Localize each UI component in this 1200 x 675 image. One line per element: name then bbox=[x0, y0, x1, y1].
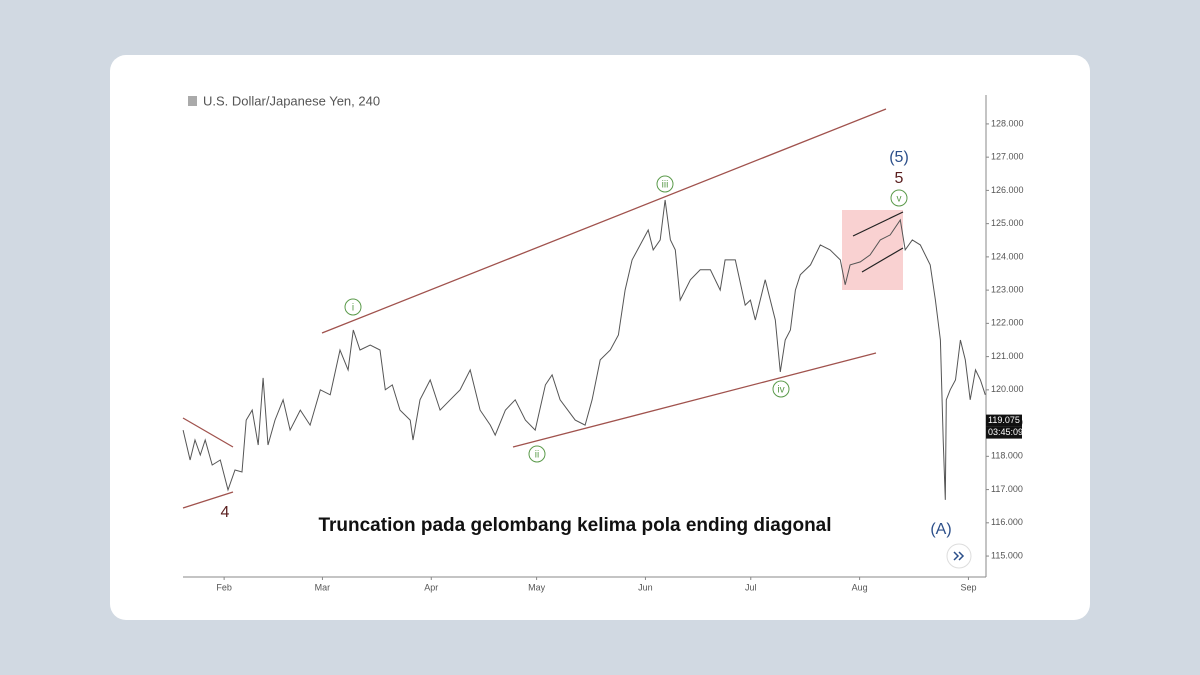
y-tick-label: 118.000 bbox=[991, 451, 1023, 461]
card bbox=[110, 55, 1090, 620]
x-tick-label: Apr bbox=[424, 582, 438, 592]
wedge-line bbox=[182, 417, 234, 448]
price-line bbox=[182, 199, 986, 500]
wave-degree-label: (A) bbox=[930, 521, 951, 538]
button-icon[interactable] bbox=[953, 551, 965, 561]
wedge-line bbox=[182, 491, 234, 509]
channel-lines bbox=[852, 211, 904, 273]
x-tick-label: Feb bbox=[216, 582, 232, 592]
x-tick-label: Sep bbox=[960, 582, 976, 592]
channel-line bbox=[861, 247, 904, 273]
wave-degree-label: 5 bbox=[895, 170, 904, 187]
y-tick-label: 116.000 bbox=[991, 517, 1023, 527]
caption: Truncation pada gelombang kelima pola en… bbox=[318, 515, 831, 536]
highlight-box bbox=[842, 210, 903, 290]
countdown-label: 03:45:09 bbox=[988, 427, 1023, 437]
y-tick-label: 120.000 bbox=[991, 384, 1024, 394]
wave-degree-label: (5) bbox=[889, 149, 909, 166]
wave-circle bbox=[344, 298, 362, 316]
wave-degree-label: 4 bbox=[221, 504, 230, 521]
y-tick-label: 128.000 bbox=[991, 118, 1024, 128]
y-tick-label: 124.000 bbox=[991, 251, 1024, 261]
scroll-button[interactable] bbox=[946, 543, 972, 569]
y-tick-label: 126.000 bbox=[991, 185, 1024, 195]
wave-label: v bbox=[897, 194, 902, 205]
upper-trendline bbox=[321, 108, 887, 334]
x-tick-label: Mar bbox=[315, 582, 331, 592]
y-tick-label: 115.000 bbox=[991, 550, 1023, 560]
channel-line bbox=[852, 211, 904, 237]
chart-title: U.S. Dollar/Japanese Yen, 240 bbox=[203, 93, 380, 108]
wave-label: iv bbox=[777, 385, 784, 396]
trend-lines bbox=[182, 108, 887, 509]
lower-trendline bbox=[512, 352, 877, 448]
symbol-icon bbox=[188, 96, 197, 106]
wave-label: i bbox=[352, 303, 354, 314]
y-tick-label: 121.000 bbox=[991, 351, 1024, 361]
wave-circle bbox=[772, 380, 790, 398]
y-tick-label: 117.000 bbox=[991, 484, 1023, 494]
x-tick-label: Jun bbox=[638, 582, 653, 592]
y-tick-label: 123.000 bbox=[991, 284, 1024, 294]
wave-circle bbox=[528, 445, 546, 463]
wave-circle bbox=[656, 175, 674, 193]
x-tick-label: May bbox=[528, 582, 546, 592]
wave-circle bbox=[890, 189, 908, 207]
y-tick-label: 127.000 bbox=[991, 152, 1024, 162]
wave-label: ii bbox=[535, 450, 539, 461]
x-tick-label: Aug bbox=[852, 582, 868, 592]
wave-label: iii bbox=[662, 180, 669, 191]
countdown-tag bbox=[986, 426, 1022, 439]
price-tag bbox=[986, 414, 1022, 427]
x-tick-label: Jul bbox=[745, 582, 757, 592]
price-tag-label: 119.075 bbox=[988, 415, 1020, 425]
y-tick-label: 122.000 bbox=[991, 318, 1024, 328]
y-tick-label: 125.000 bbox=[991, 218, 1024, 228]
